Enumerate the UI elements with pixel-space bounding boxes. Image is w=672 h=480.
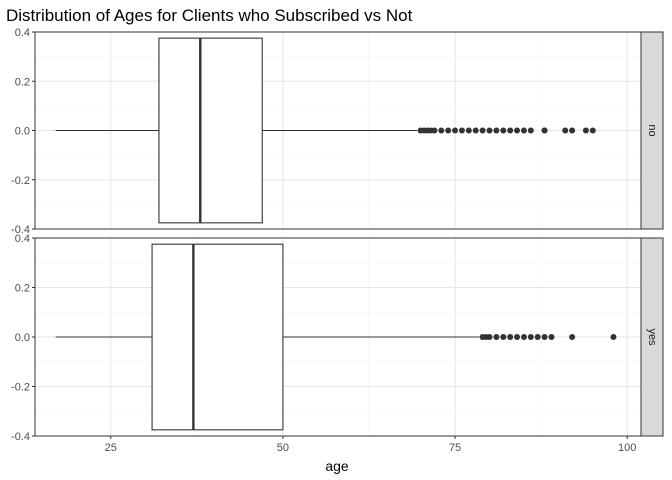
x-tick-label: 25 xyxy=(105,442,117,454)
outlier-point xyxy=(458,127,465,134)
y-tick-label: -0.2 xyxy=(11,175,30,187)
x-axis: 25 50 75 100 xyxy=(105,436,636,454)
outlier-point xyxy=(569,334,576,340)
chart-title: Distribution of Ages for Clients who Sub… xyxy=(6,6,413,25)
outlier-point xyxy=(486,334,493,340)
outlier-point xyxy=(589,127,596,134)
y-tick-label: 0.2 xyxy=(15,283,30,295)
y-tick-label: 0.0 xyxy=(15,126,30,138)
y-tick-label: 0.0 xyxy=(15,332,30,344)
outlier-point xyxy=(582,127,589,134)
facet-strip-label: yes xyxy=(646,328,658,346)
outlier-point xyxy=(569,127,576,134)
y-tick-label: 0.2 xyxy=(15,76,30,88)
facet-panel-no: 0.4 0.2 0.0 -0.2 -0.4 no xyxy=(11,27,664,236)
facet-strip xyxy=(640,31,664,230)
outlier-point xyxy=(431,127,438,134)
outlier-point xyxy=(500,127,507,134)
outlier-point xyxy=(548,334,555,340)
y-tick-label: 0.4 xyxy=(15,233,30,245)
outlier-point xyxy=(438,127,445,134)
outlier-point xyxy=(527,127,534,134)
y-tick-label: -0.4 xyxy=(11,431,30,443)
outlier-point xyxy=(493,334,500,340)
outlier-point xyxy=(507,127,514,134)
y-tick-label: 0.4 xyxy=(15,27,30,39)
facet-panel-yes: 0.4 0.2 0.0 -0.2 -0.4 yes xyxy=(11,233,664,443)
outlier-point xyxy=(479,127,486,134)
outlier-point xyxy=(514,127,521,134)
outlier-point xyxy=(472,127,479,134)
outlier-point xyxy=(520,334,527,340)
outlier-point xyxy=(465,127,472,134)
facet-panels: 0.4 0.2 0.0 -0.2 -0.4 no 0.4 0.2 0.0 -0.2 -0.4 yes xyxy=(11,27,664,443)
outlier-point xyxy=(541,127,548,134)
outlier-point xyxy=(493,127,500,134)
facet-strip-label: no xyxy=(646,124,658,136)
x-axis-title: age xyxy=(325,458,349,474)
facet-strip xyxy=(640,237,664,437)
outlier-point xyxy=(500,334,507,340)
outlier-point xyxy=(562,127,569,134)
x-tick-label: 75 xyxy=(449,442,461,454)
outlier-point xyxy=(452,127,459,134)
x-tick-label: 50 xyxy=(277,442,289,454)
outlier-point xyxy=(527,334,534,340)
box xyxy=(158,37,263,224)
outlier-point xyxy=(610,334,617,340)
outlier-point xyxy=(514,334,521,340)
outlier-point xyxy=(486,127,493,134)
outlier-point xyxy=(520,127,527,134)
outlier-point xyxy=(445,127,452,134)
y-tick-label: -0.4 xyxy=(11,224,30,236)
outlier-point xyxy=(541,334,548,340)
x-tick-label: 100 xyxy=(618,442,636,454)
outlier-point xyxy=(534,334,541,340)
outlier-point xyxy=(507,334,514,340)
box xyxy=(151,243,284,431)
y-tick-label: -0.2 xyxy=(11,382,30,394)
